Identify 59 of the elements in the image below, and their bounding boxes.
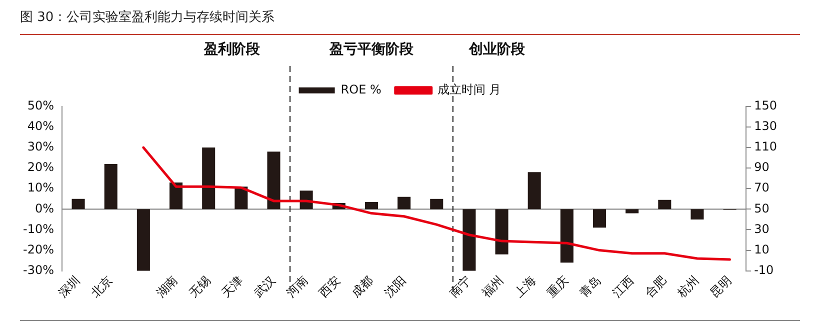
text: 盈亏平衡阶段 — [328, 42, 414, 58]
y2-tick-label: 70 — [754, 180, 770, 195]
bar — [104, 164, 118, 210]
x-tick-label: 成都 — [348, 273, 376, 300]
y-tick-label: 50% — [27, 98, 54, 113]
bar — [72, 198, 85, 210]
bar — [592, 209, 606, 228]
bar — [398, 196, 411, 210]
bar — [658, 200, 672, 210]
bar — [690, 209, 704, 220]
text: 创业阶段 — [468, 42, 526, 58]
x-tick-label: 昆明 — [707, 273, 734, 300]
x-tick-label: 深圳 — [56, 273, 83, 300]
y-tick-label: 10% — [27, 180, 54, 195]
x-tick-label: 西安 — [316, 273, 344, 300]
bar — [170, 182, 183, 210]
x-tick-label: 河南 — [284, 273, 311, 300]
x-tick-label: 福州 — [479, 273, 506, 300]
bar — [430, 198, 444, 210]
y2-tick-label: 150 — [754, 98, 777, 113]
y2-tick-label: 110 — [754, 140, 777, 154]
x-tick-label: 无锡 — [186, 273, 213, 300]
y-tick-label: 0% — [34, 201, 54, 216]
x-tick-label: 南宁 — [446, 273, 474, 300]
x-tick-label: 杭州 — [674, 273, 702, 301]
x-tick-label: 湖南 — [153, 273, 180, 300]
y2-tick-label: 130 — [754, 119, 777, 134]
bar — [136, 209, 150, 271]
bar — [462, 209, 476, 271]
x-tick-label: 上海 — [512, 273, 539, 300]
x-tick-label: 沈阳 — [382, 273, 408, 300]
y2-tick-label: 30 — [754, 222, 770, 236]
bar — [202, 148, 216, 210]
y2-tick-label: -10 — [754, 262, 774, 277]
chart-title: 图 30：公司实验室盈利能力与存续时间关系 — [20, 8, 800, 35]
y2-tick-label: 50 — [754, 201, 770, 216]
y-tick-label: -20% — [22, 242, 54, 256]
bar — [626, 209, 639, 214]
x-tick-label: 江西 — [610, 273, 636, 300]
x-tick-label: 重庆 — [544, 273, 572, 300]
x-tick-label: 合肥 — [642, 273, 669, 300]
text: 盈利阶段 — [203, 42, 262, 58]
x-tick-label: 武汉 — [251, 273, 278, 300]
y-tick-label: 20% — [27, 160, 54, 174]
y-tick-label: 30% — [27, 140, 54, 154]
bar — [364, 202, 378, 210]
x-tick-label: 天津 — [218, 273, 246, 300]
y-tick-label: -30% — [22, 262, 54, 277]
x-tick-label: 青岛 — [576, 273, 604, 300]
y2-tick-label: 90 — [754, 160, 770, 174]
bar — [560, 209, 574, 263]
y-tick-label: -10% — [22, 222, 54, 236]
bar — [267, 152, 280, 210]
bar — [495, 209, 508, 254]
x-tick-label: 北京 — [88, 273, 116, 300]
legend-label: ROE % — [340, 82, 382, 97]
y2-tick-label: 10 — [754, 242, 770, 256]
bar — [528, 172, 541, 210]
y-tick-label: 40% — [27, 119, 54, 134]
